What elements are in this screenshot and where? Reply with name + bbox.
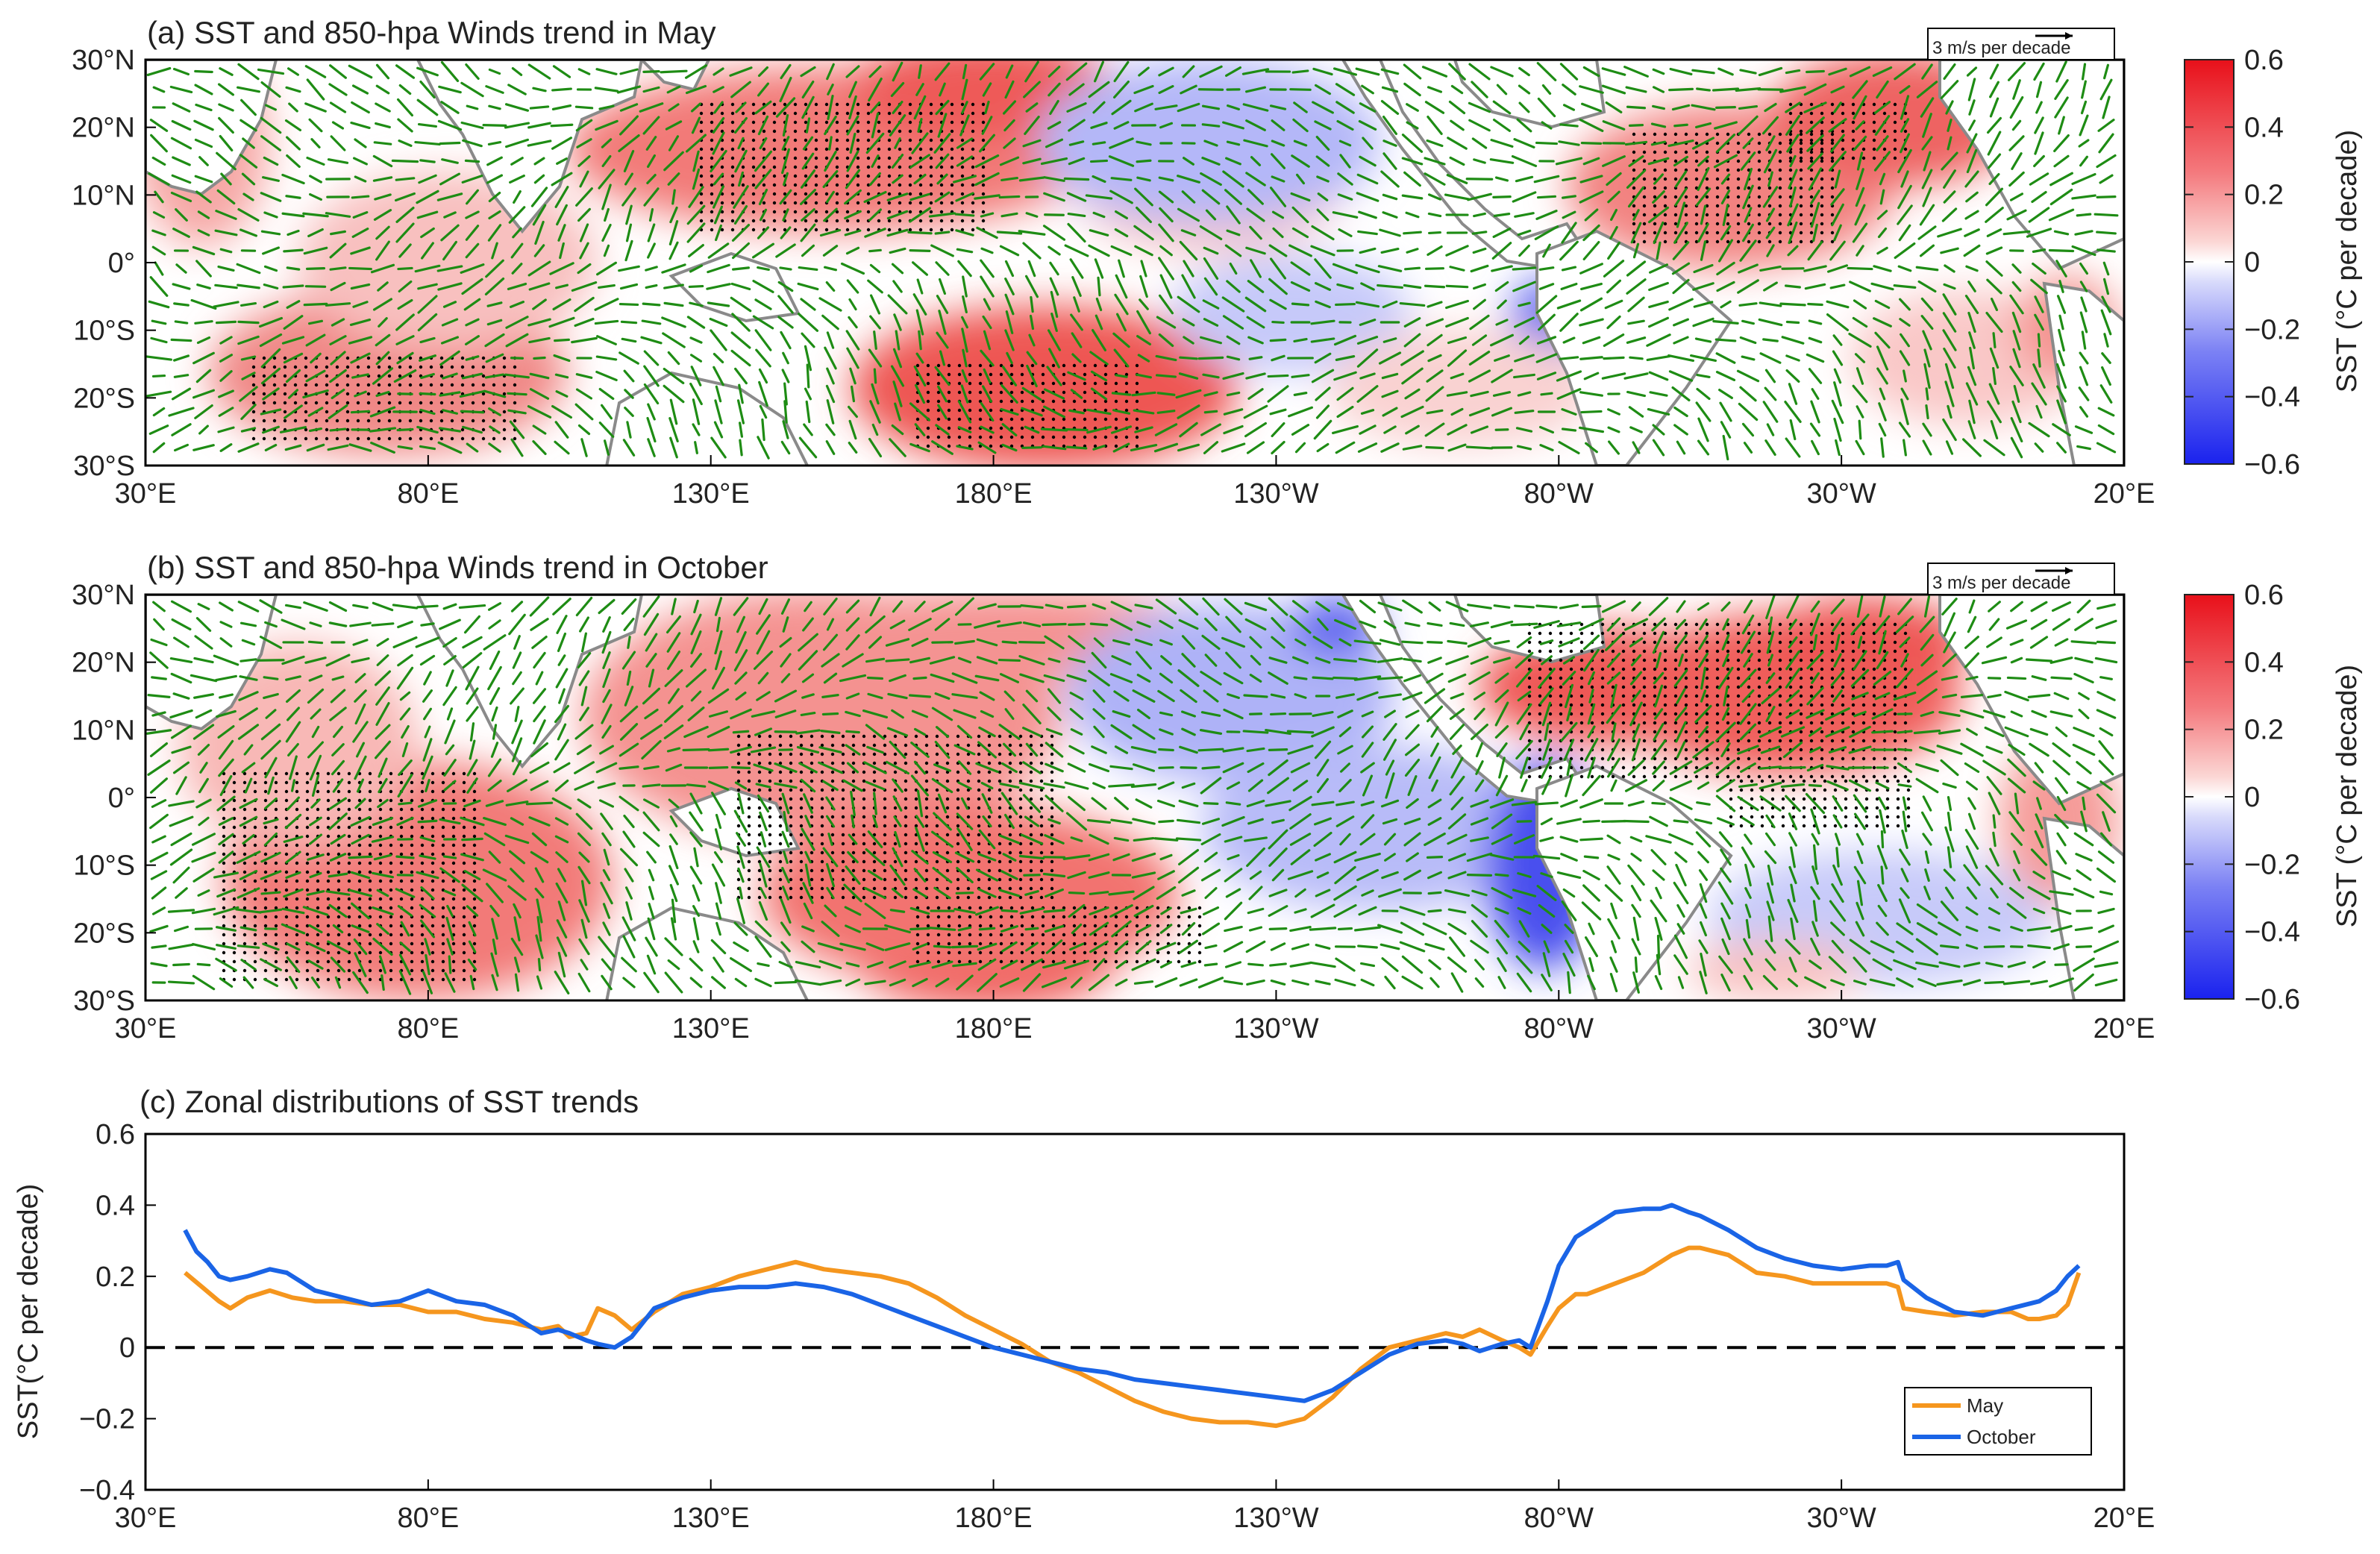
- panel-a: (a) SST and 850-hpa Winds trend in May: [72, 15, 2363, 510]
- wind-scale-label-b: 3 m/s per decade: [1932, 573, 2070, 593]
- y-tick-label: 20°N: [72, 113, 135, 144]
- y-tick-label: 10°S: [73, 850, 135, 882]
- colorbar-a: 0.6 0.4 0.2 0 −0.2 −0.4 −0.6 SST (°C per decad…: [2184, 45, 2363, 480]
- x-tick-label: 80°W: [1524, 1013, 1594, 1044]
- y-tick-label: 10°S: [73, 316, 135, 347]
- y-tick-label: 10°N: [72, 715, 135, 746]
- y-tick-label: 0.6: [95, 1119, 135, 1150]
- y-tick-label: 30°N: [72, 45, 135, 76]
- panel-b-y-ticks: 30°N 20°N 10°N 0° 10°S 20°S 30°S: [72, 580, 156, 1017]
- colorbar-tick-label: −0.2: [2244, 849, 2300, 880]
- x-tick-label: 20°E: [2094, 1013, 2155, 1044]
- panel-b: (b) SST and 850-hpa Winds trend in Octob…: [72, 550, 2363, 1044]
- panel-c-title: (c) Zonal distributions of SST trends: [140, 1084, 639, 1119]
- x-tick-label: 80°W: [1524, 478, 1594, 510]
- legend: May October: [1904, 1387, 2092, 1456]
- x-tick-label: 130°E: [672, 478, 750, 510]
- colorbar-tick-label: 0.6: [2244, 580, 2284, 611]
- y-tick-label: 30°S: [73, 986, 135, 1017]
- colorbar-tick-label: −0.6: [2244, 984, 2300, 1015]
- y-tick-label: 20°S: [73, 918, 135, 949]
- x-tick-label: 130°E: [672, 1503, 750, 1534]
- x-tick-label: 180°E: [955, 478, 1033, 510]
- panel-b-map: [145, 595, 2124, 1000]
- panel-a-x-ticks: 30°E 80°E 130°E 180°E 130°W 80°W 30°W 20°E: [115, 455, 2155, 510]
- legend-may-label: May: [1967, 1394, 2003, 1417]
- panel-c-ylabel: SST(°C per decade): [13, 1184, 44, 1440]
- legend-october-label: October: [1967, 1426, 2036, 1448]
- wind-vectors-may: [145, 60, 2119, 461]
- x-tick-label: 30°W: [1806, 1013, 1876, 1044]
- y-tick-label: 0.2: [95, 1262, 135, 1293]
- x-tick-label: 30°E: [115, 478, 177, 510]
- legend-box: [1904, 1387, 2092, 1456]
- wind-scale-box-b: 3 m/s per decade: [1927, 563, 2115, 595]
- x-tick-label: 20°E: [2094, 478, 2155, 510]
- x-tick-label: 30°W: [1806, 1503, 1876, 1534]
- x-tick-label: 130°E: [672, 1013, 750, 1044]
- colorbar-tick-label: 0.6: [2244, 45, 2284, 76]
- panel-a-map: [145, 60, 2124, 466]
- colorbar-tick-label: 0: [2244, 782, 2260, 813]
- x-tick-label: 180°E: [955, 1013, 1033, 1044]
- colorbar-tick-label: −0.4: [2244, 917, 2300, 948]
- x-tick-label: 130°W: [1233, 478, 1319, 510]
- sst-field-may: [145, 60, 2119, 466]
- y-tick-label: 20°N: [72, 648, 135, 679]
- panel-c-y-ticks: 0.6 0.4 0.2 0 −0.2 −0.4: [79, 1119, 156, 1506]
- colorbar-tick-label: 0.2: [2244, 180, 2284, 211]
- panel-c-frame: [144, 1132, 2126, 1491]
- panel-c-x-ticks: 30°E 80°E 130°E 180°E 130°W 80°W 30°W 20°E: [115, 1479, 2155, 1534]
- colorbar-tick-label: −0.4: [2244, 382, 2300, 413]
- wind-scale-label-a: 3 m/s per decade: [1932, 38, 2070, 58]
- y-tick-label: 0: [119, 1332, 135, 1364]
- x-tick-label: 80°E: [397, 1503, 459, 1534]
- y-tick-label: 30°S: [73, 451, 135, 482]
- panel-b-x-ticks: 30°E 80°E 130°E 180°E 130°W 80°W 30°W 20°E: [115, 990, 2155, 1044]
- colorbar-tick-label: 0: [2244, 247, 2260, 278]
- y-tick-label: 30°N: [72, 580, 135, 611]
- y-tick-label: −0.2: [79, 1404, 135, 1435]
- x-tick-label: 130°W: [1233, 1013, 1319, 1044]
- x-tick-label: 30°E: [115, 1013, 177, 1044]
- wind-scale-box-a: 3 m/s per decade: [1927, 28, 2115, 60]
- panel-a-title: (a) SST and 850-hpa Winds trend in May: [147, 15, 716, 50]
- x-tick-label: 130°W: [1233, 1503, 1319, 1534]
- y-tick-label: 0°: [108, 248, 135, 279]
- significance-stipple-october: [222, 622, 1911, 982]
- x-tick-label: 20°E: [2094, 1503, 2155, 1534]
- x-tick-label: 30°W: [1806, 478, 1876, 510]
- colorbar-tick-label: −0.6: [2244, 449, 2300, 480]
- colorbar-a-label: SST (°C per decade): [2332, 130, 2363, 392]
- y-tick-label: 0.4: [95, 1190, 135, 1221]
- y-tick-label: 20°S: [73, 383, 135, 414]
- y-tick-label: 0°: [108, 783, 135, 814]
- colorbar-tick-label: 0.4: [2244, 647, 2284, 678]
- colorbar-b-label: SST (°C per decade): [2332, 665, 2363, 927]
- x-tick-label: 80°E: [397, 478, 459, 510]
- x-tick-label: 180°E: [955, 1503, 1033, 1534]
- panel-b-title: (b) SST and 850-hpa Winds trend in Octob…: [147, 550, 768, 585]
- wind-vectors-october: [145, 595, 2120, 995]
- colorbar-tick-label: 0.4: [2244, 112, 2284, 143]
- x-tick-label: 30°E: [115, 1503, 177, 1534]
- x-tick-label: 80°E: [397, 1013, 459, 1044]
- colorbar-tick-label: −0.2: [2244, 314, 2300, 345]
- x-tick-label: 80°W: [1524, 1503, 1594, 1534]
- colorbar-b: 0.6 0.4 0.2 0 −0.2 −0.4 −0.6 SST (°C per decad…: [2184, 580, 2363, 1015]
- series-october-line: [183, 1203, 2081, 1403]
- panel-a-y-ticks: 30°N 20°N 10°N 0° 10°S 20°S 30°S: [72, 45, 156, 482]
- colorbar-tick-label: 0.2: [2244, 715, 2284, 746]
- land-october: [145, 595, 2124, 1000]
- y-tick-label: −0.4: [79, 1475, 135, 1506]
- series-may-line: [184, 1245, 2082, 1429]
- significance-stipple-may: [251, 102, 1908, 448]
- panel-c: (c) Zonal distributions of SST trends 0.…: [13, 1084, 2155, 1534]
- y-tick-label: 10°N: [72, 180, 135, 211]
